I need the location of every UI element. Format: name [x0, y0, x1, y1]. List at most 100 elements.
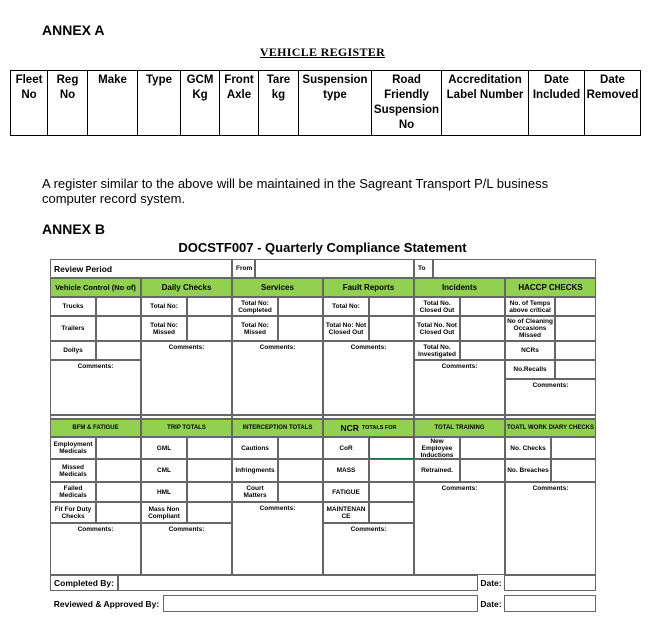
fault-reports-comments-field[interactable]: Comments: — [323, 341, 414, 415]
vehicle-control-value-field[interactable] — [96, 316, 141, 341]
daily-checks-value-field[interactable] — [187, 316, 232, 341]
register-column-header: Reg No — [47, 70, 88, 136]
haccp-checks-value-field[interactable] — [555, 297, 596, 316]
total-training-comments-field[interactable]: Comments: — [414, 482, 505, 575]
haccp-checks-label: No.Recalls — [505, 360, 555, 379]
fault-reports-value-field[interactable] — [369, 297, 414, 316]
register-column-header: Type — [137, 70, 181, 136]
daily-checks-comments-field[interactable]: Comments: — [141, 341, 232, 415]
interception-totals-value-field[interactable] — [278, 482, 323, 502]
bfm-fatigue-value-field[interactable] — [96, 459, 141, 482]
total-training-value-field[interactable] — [460, 437, 505, 459]
interception-totals-comments-field[interactable]: Comments: — [232, 502, 323, 575]
spacer — [505, 415, 596, 419]
section-header: Incidents — [414, 278, 505, 297]
register-column-header: Date Removed — [584, 70, 641, 136]
services-label: Total No: Missed — [232, 316, 278, 341]
services-value-field[interactable] — [278, 316, 323, 341]
bfm-fatigue-value-field[interactable] — [96, 502, 141, 523]
work-diary-checks-label: No. Checks — [505, 437, 551, 459]
section-header: TOATL WORK DIARY CHECKS — [505, 419, 596, 437]
trip-totals-comments-field[interactable]: Comments: — [141, 523, 232, 575]
reviewed-date-field[interactable] — [504, 595, 596, 612]
haccp-checks-value-field[interactable] — [555, 360, 596, 379]
completed-date-label: Date: — [478, 575, 504, 591]
haccp-checks-label: No. of Temps above critical — [505, 297, 555, 316]
fault-reports-label: Total No: — [323, 297, 369, 316]
bfm-fatigue-value-field[interactable] — [96, 437, 141, 459]
to-label: To — [414, 259, 433, 278]
bfm-fatigue-comments-field[interactable]: Comments: — [50, 523, 141, 575]
completed-by-label: Completed By: — [50, 575, 118, 591]
vehicle-control-value-field[interactable] — [96, 341, 141, 360]
fault-reports-value-field[interactable] — [369, 316, 414, 341]
vehicle-control-label: Trucks — [50, 297, 96, 316]
from-date-field[interactable] — [255, 259, 414, 278]
ncr-totals-value-field[interactable] — [369, 502, 414, 523]
haccp-checks-comments-field[interactable]: Comments: — [505, 379, 596, 415]
interception-totals-value-field[interactable] — [278, 459, 323, 482]
ncr-totals-comments-field[interactable]: Comments: — [323, 523, 414, 575]
work-diary-checks-value-field[interactable] — [551, 459, 596, 482]
section-header: Vehicle Control (No of) — [50, 278, 141, 297]
trip-totals-value-field[interactable] — [187, 459, 232, 482]
reviewed-date-label: Date: — [478, 595, 504, 612]
bfm-fatigue-label: Failed Medicals — [50, 482, 96, 502]
vehicle-register-title: VEHICLE REGISTER — [259, 45, 386, 59]
completed-date-field[interactable] — [504, 575, 596, 591]
review-period-label: Review Period — [50, 259, 232, 278]
ncr-totals-value-field[interactable] — [369, 482, 414, 502]
to-date-field[interactable] — [433, 259, 596, 278]
vehicle-control-label: Trailers — [50, 316, 96, 341]
ncr-totals-value-field[interactable] — [369, 459, 414, 482]
completed-by-field[interactable] — [118, 575, 478, 591]
incidents-comments-field[interactable]: Comments: — [414, 360, 505, 415]
interception-totals-label: Cautions — [232, 437, 278, 459]
services-comments-field[interactable]: Comments: — [232, 341, 323, 415]
ncr-totals-label: FATIGUE — [323, 482, 369, 502]
incidents-label: Total No. Not Closed Out — [414, 316, 460, 341]
vehicle-control-label: Dollys — [50, 341, 96, 360]
register-column-header: Tare kg — [258, 70, 299, 136]
trip-totals-value-field[interactable] — [187, 437, 232, 459]
incidents-value-field[interactable] — [460, 297, 505, 316]
spacer — [50, 415, 141, 419]
register-column-header: Front Axle — [219, 70, 259, 136]
vehicle-control-value-field[interactable] — [96, 297, 141, 316]
annex-b-heading: ANNEX B — [42, 221, 106, 237]
vehicle-control-comments-field[interactable]: Comments: — [50, 360, 141, 415]
total-training-value-field[interactable] — [460, 459, 505, 482]
register-note: A register similar to the above will be … — [42, 176, 549, 206]
incidents-value-field[interactable] — [460, 316, 505, 341]
reviewed-by-label: Reviewed & Approved By: — [50, 595, 163, 612]
spacer — [141, 415, 232, 419]
trip-totals-label: CML — [141, 459, 187, 482]
section-header: TOTAL TRAINING — [414, 419, 505, 437]
annex-a-heading: ANNEX A — [42, 22, 105, 38]
section-header: BFM & FATIGUE — [50, 419, 141, 437]
services-value-field[interactable] — [278, 297, 323, 316]
section-header: HACCP CHECKS — [505, 278, 596, 297]
trip-totals-label: HML — [141, 482, 187, 502]
incidents-value-field[interactable] — [460, 341, 505, 360]
register-column-header: Accreditation Label Number — [441, 70, 529, 136]
spacer — [323, 415, 414, 419]
ncr-totals-value-field[interactable] — [369, 437, 414, 459]
trip-totals-value-field[interactable] — [187, 502, 232, 523]
register-column-header: Road Friendly Suspension No — [371, 70, 442, 136]
work-diary-checks-value-field[interactable] — [551, 437, 596, 459]
reviewed-by-field[interactable] — [163, 595, 478, 612]
haccp-checks-value-field[interactable] — [555, 341, 596, 360]
register-column-header: Suspension type — [298, 70, 372, 136]
section-header: INTERCEPTION TOTALS — [232, 419, 323, 437]
total-training-label: New Employee Inductions — [414, 437, 460, 459]
trip-totals-value-field[interactable] — [187, 482, 232, 502]
fault-reports-label: Total No: Not Closed Out — [323, 316, 369, 341]
work-diary-checks-comments-field[interactable]: Comments: — [505, 482, 596, 575]
daily-checks-value-field[interactable] — [187, 297, 232, 316]
bfm-fatigue-value-field[interactable] — [96, 482, 141, 502]
section-header: Daily Checks — [141, 278, 232, 297]
haccp-checks-value-field[interactable] — [555, 316, 596, 341]
trip-totals-label: Mass Non Compliant — [141, 502, 187, 523]
interception-totals-value-field[interactable] — [278, 437, 323, 459]
